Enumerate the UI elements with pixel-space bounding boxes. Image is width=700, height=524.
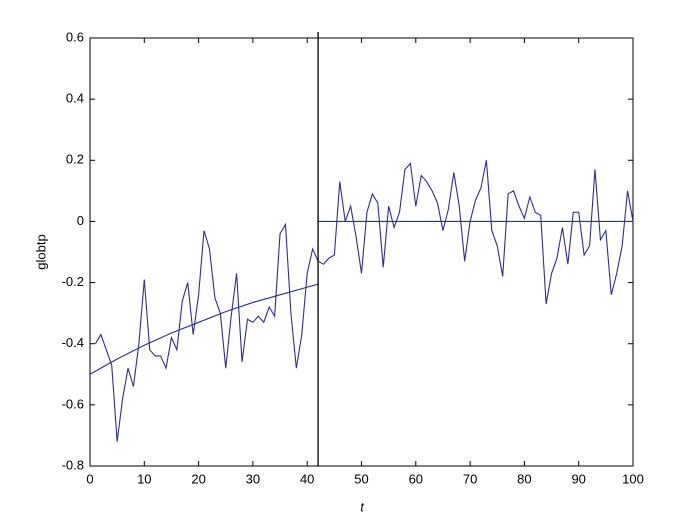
x-tick-label: 10 [137, 471, 151, 486]
x-tick-label: 80 [517, 471, 531, 486]
x-tick-label: 60 [409, 471, 423, 486]
y-tick-label: 0 [77, 213, 84, 228]
y-tick-label: -0.2 [62, 274, 84, 289]
x-tick-label: 70 [463, 471, 477, 486]
y-tick-label: 0.4 [66, 91, 84, 106]
x-tick-label: 30 [246, 471, 260, 486]
y-tick-label: -0.4 [62, 335, 84, 350]
y-tick-label: -0.6 [62, 396, 84, 411]
x-tick-label: 40 [300, 471, 314, 486]
series-line [94, 160, 634, 442]
x-tick-label: 100 [622, 471, 644, 486]
series-line [89, 283, 319, 375]
x-tick-label: 90 [571, 471, 585, 486]
y-tick-label: 0.6 [66, 29, 84, 44]
x-tick-label: 0 [86, 471, 93, 486]
plot-area [89, 37, 634, 467]
y-tick-label: -0.8 [62, 457, 84, 472]
x-tick-label: 50 [354, 471, 368, 486]
x-axis-label: t [360, 499, 365, 514]
x-tick-label: 20 [191, 471, 205, 486]
y-tick-label: 0.2 [66, 152, 84, 167]
y-axis-label: globtp [33, 234, 48, 269]
